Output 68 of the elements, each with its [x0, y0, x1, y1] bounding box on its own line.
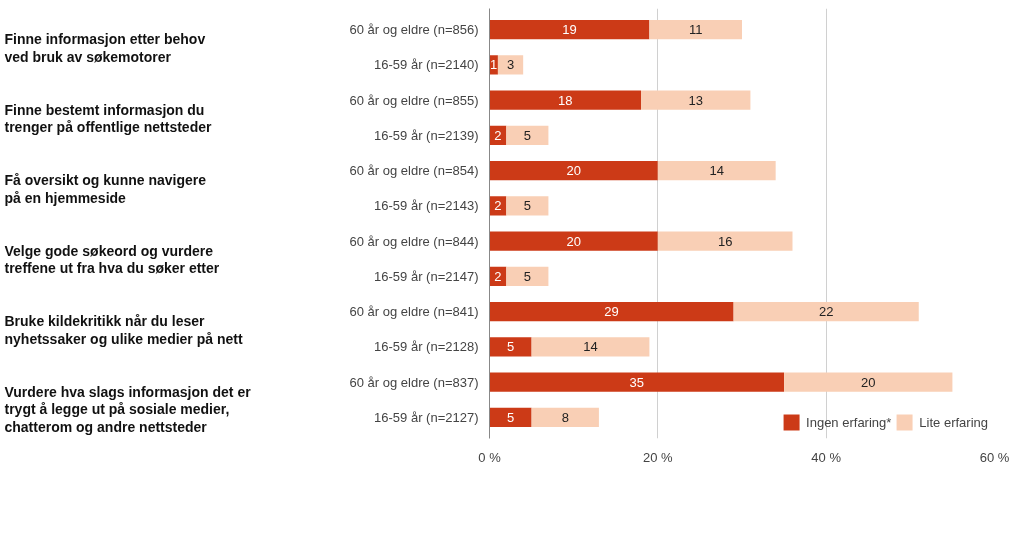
bar	[657, 231, 793, 251]
y-tick-label: 16-59 år (n=2127)	[374, 409, 479, 425]
data-label: 13	[688, 92, 703, 108]
bar	[531, 407, 599, 428]
y-tick-label: 16-59 år (n=2143)	[374, 198, 479, 214]
data-label: 1	[490, 57, 498, 73]
bar	[506, 125, 549, 146]
data-label: 2	[494, 268, 502, 284]
text: Vurdere hva slags informasjon det er trygt å legge ut på sosiale medier, chatterom og andre nettsteder	[4, 383, 252, 436]
bar	[489, 337, 532, 357]
legend-label: Lite erfaring	[919, 414, 988, 430]
data-label: 20	[566, 163, 581, 179]
bar	[489, 19, 650, 40]
data-label: 5	[523, 198, 531, 214]
data-label: 5	[506, 409, 515, 425]
bar	[657, 160, 776, 181]
bar	[641, 90, 751, 110]
y-tick-label: 60 år og eldre (n=837)	[349, 374, 479, 390]
bar	[497, 55, 524, 75]
data-label: 22	[818, 304, 834, 320]
data-label: 5	[523, 127, 531, 143]
data-label: 20	[566, 233, 581, 249]
bar	[506, 266, 549, 287]
bar	[489, 407, 532, 428]
x-tick-label: 40 %	[811, 449, 842, 465]
data-label: 16	[717, 233, 733, 249]
bar	[649, 19, 742, 40]
bar	[489, 231, 658, 251]
text: Velge gode søkeord og vurdere treffene ut fra hva du søker etter	[4, 242, 220, 277]
y-tick-label: 16-59 år (n=2128)	[374, 339, 479, 355]
data-label: 35	[629, 374, 645, 390]
bar	[489, 90, 641, 110]
y-tick-label: 16-59 år (n=2147)	[374, 268, 479, 284]
data-label: 2	[494, 198, 502, 214]
data-label: 14	[709, 163, 724, 179]
legend-label: Ingen erfaring*	[806, 414, 892, 430]
x-tick-label: 20 %	[643, 449, 674, 465]
y-tick-label: 60 år og eldre (n=855)	[349, 92, 479, 108]
bar	[506, 196, 549, 216]
x-tick-label: 60 %	[979, 449, 1010, 465]
data-label: 3	[506, 57, 515, 73]
y-tick-label: 60 år og eldre (n=854)	[349, 163, 479, 179]
data-label: 29	[604, 304, 619, 320]
data-label: 5	[523, 268, 531, 284]
data-label: 18	[558, 92, 573, 108]
data-label: 11	[688, 22, 703, 38]
data-label: 8	[561, 409, 569, 425]
data-label: 14	[583, 339, 598, 355]
x-tick-label: 0 %	[478, 449, 502, 465]
text: Bruke kildekritikk når du leser nyhetssaker og ulike medier på nett	[4, 313, 243, 347]
text: Få oversikt og kunne navigere på en hjemmeside	[4, 172, 207, 206]
y-tick-label: 60 år og eldre (n=841)	[349, 304, 479, 320]
text: Finne bestemt informasjon du trenger på offentlige nettsteder	[4, 101, 212, 136]
data-label: 20	[861, 374, 876, 390]
bar	[733, 301, 919, 322]
bar	[489, 301, 734, 322]
y-tick-label: 60 år og eldre (n=844)	[349, 233, 479, 249]
text: Finne informasjon etter behov ved bruk av søkemotorer	[4, 31, 206, 66]
y-tick-label: 60 år og eldre (n=856)	[349, 22, 479, 38]
bar	[784, 372, 953, 392]
bar	[489, 160, 658, 181]
data-label: 19	[562, 22, 577, 38]
y-tick-label: 16-59 år (n=2140)	[374, 57, 479, 73]
bar	[489, 372, 785, 392]
bar	[531, 337, 650, 357]
data-label: 5	[506, 339, 515, 355]
y-tick-label: 16-59 år (n=2139)	[374, 127, 479, 143]
data-label: 2	[494, 127, 502, 143]
